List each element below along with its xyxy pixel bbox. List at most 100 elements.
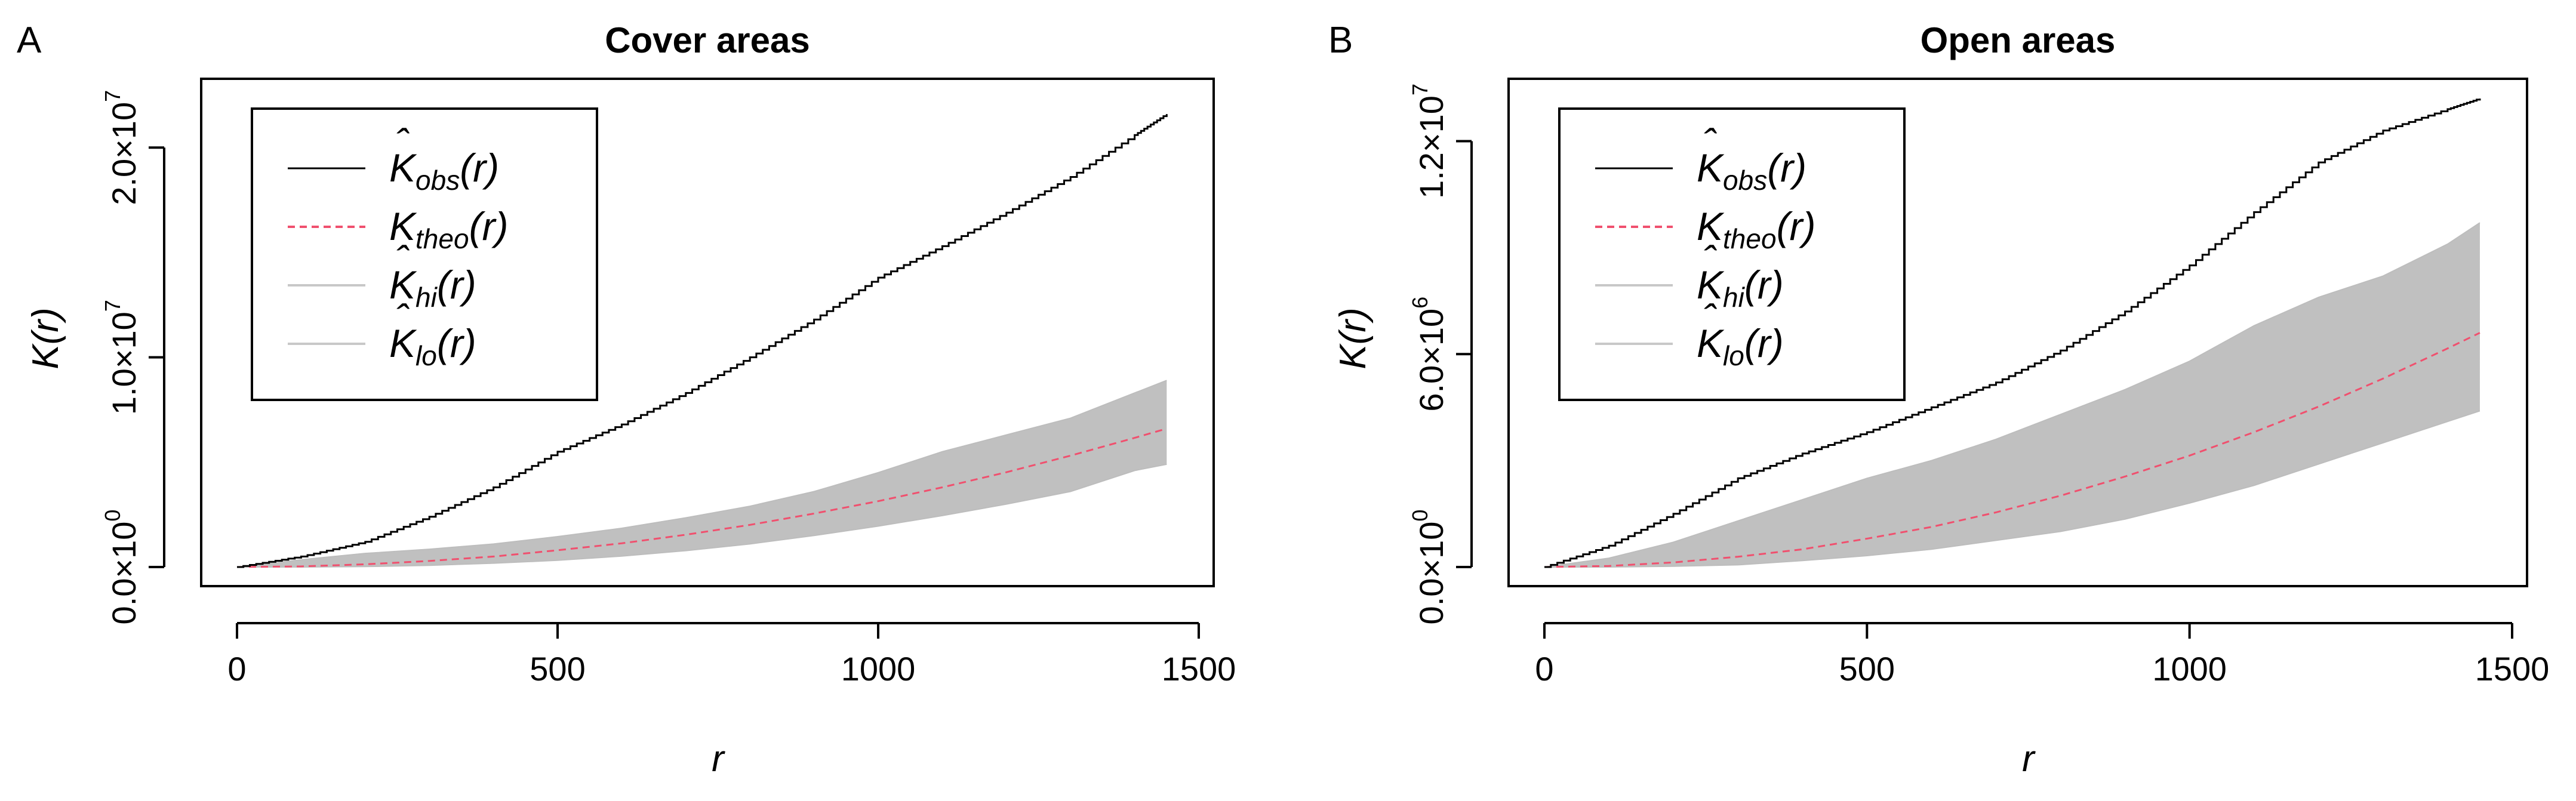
chart-title: Open areas: [1921, 20, 2116, 60]
envelope-band: [237, 380, 1167, 567]
legend-sub: obs: [416, 165, 460, 196]
panel-letter: A: [17, 20, 42, 61]
y-tick-text: 0.0×100: [100, 510, 143, 625]
x-tick-label: 500: [530, 650, 585, 688]
series-k-lo-line: [1544, 410, 2480, 568]
legend-sub: lo: [1723, 340, 1744, 371]
y-tick-text: 1.0×107: [100, 300, 143, 415]
legend-sub: lo: [416, 340, 437, 371]
x-tick-label: 0: [227, 650, 246, 688]
y-axis-label-text: K(r): [25, 307, 66, 369]
legend-base: K: [389, 263, 417, 307]
y-tick-label: 1.0×107: [100, 300, 143, 415]
legend-label-hi: Khi(r): [389, 263, 476, 313]
y-axis-label: K(r): [25, 307, 66, 369]
legend-suffix: (r): [1777, 204, 1816, 248]
y-tick-mantissa: 0.0: [105, 578, 143, 625]
legend-base: K: [389, 146, 417, 190]
series-k-hi-line: [236, 380, 1167, 568]
legend-base: K: [1697, 204, 1725, 248]
y-tick-mantissa: 0.0: [1412, 578, 1450, 625]
y-tick-exponent: 6: [1408, 297, 1432, 309]
x-tick-label: 1500: [1162, 650, 1236, 688]
legend-hat-accent: ˆ: [395, 121, 410, 165]
y-tick-label: 0.0×100: [1408, 510, 1450, 625]
legend-suffix: (r): [469, 204, 509, 248]
y-tick-times: ×10: [105, 102, 143, 159]
legend-sub: hi: [1723, 282, 1746, 313]
y-tick-times: ×10: [1412, 309, 1450, 365]
legend-hat-accent: ˆ: [1703, 238, 1717, 282]
y-tick-mantissa: 1.2: [1412, 152, 1450, 199]
legend-base: K: [1697, 263, 1725, 307]
legend-label-theo: Ktheo(r): [389, 204, 509, 254]
chart-title: Cover areas: [605, 20, 810, 60]
plot-frame: [200, 78, 1215, 587]
plot-frame: [1507, 78, 2528, 587]
y-tick-exponent: 7: [100, 90, 125, 102]
y-tick-mantissa: 6.0: [1412, 365, 1450, 412]
panel-letter: B: [1328, 20, 1353, 61]
y-tick-times: ×10: [1412, 522, 1450, 578]
y-tick-exponent: 7: [1408, 84, 1432, 95]
y-tick-text: 1.2×107: [1408, 84, 1450, 199]
x-tick-label: 1500: [2475, 650, 2550, 688]
x-tick-label: 0: [1535, 650, 1553, 688]
series-k-theo-line: [1544, 332, 2480, 568]
legend-hat-accent: ˆ: [1703, 121, 1717, 165]
y-tick-mantissa: 2.0: [105, 159, 143, 205]
x-tick-label: 1000: [841, 650, 916, 688]
legend-label-obs: Kobs(r): [389, 146, 499, 196]
legend-suffix: (r): [1767, 146, 1806, 190]
legend-box: [1558, 107, 1906, 401]
legend-hat-accent: ˆ: [395, 238, 410, 282]
y-tick-mantissa: 1.0: [105, 368, 143, 415]
series-k-lo-line: [237, 463, 1167, 568]
legend-label-theo: Ktheo(r): [1697, 204, 1816, 254]
envelope-band: [1544, 223, 2480, 567]
y-tick-label: 2.0×107: [100, 90, 143, 205]
y-tick-text: 2.0×107: [100, 90, 143, 205]
y-tick-label: 6.0×106: [1408, 297, 1450, 412]
x-tick-label: 500: [1839, 650, 1895, 688]
y-axis-label-text: K(r): [1332, 307, 1374, 369]
y-tick-text: 6.0×106: [1408, 297, 1450, 412]
series-k-theo-line: [236, 427, 1167, 568]
legend-sub: theo: [416, 223, 469, 254]
legend-suffix: (r): [437, 263, 476, 307]
legend-suffix: (r): [1744, 263, 1784, 307]
series-k-obs-line: [237, 114, 1168, 568]
legend-suffix: (r): [1744, 321, 1784, 365]
legend-base: K: [1697, 146, 1725, 190]
y-tick-times: ×10: [1412, 95, 1450, 152]
y-tick-exponent: 0: [100, 510, 125, 522]
legend-label-lo: Klo(r): [389, 321, 476, 371]
series-k-obs-line: [1544, 98, 2481, 568]
y-tick-times: ×10: [105, 312, 143, 368]
x-axis-label: r: [2022, 738, 2036, 780]
legend-label-hi: Khi(r): [1697, 263, 1784, 313]
legend-label-obs: Kobs(r): [1697, 146, 1806, 196]
y-tick-label: 1.2×107: [1408, 84, 1450, 199]
y-axis-label: K(r): [1332, 307, 1374, 369]
legend-base: K: [389, 204, 417, 248]
y-tick-exponent: 0: [1408, 510, 1432, 522]
legend-label-lo: Klo(r): [1697, 321, 1784, 371]
legend-hat-accent: ˆ: [395, 296, 410, 340]
x-axis-label: r: [712, 738, 725, 780]
legend-box: [251, 107, 598, 401]
legend-base: K: [1697, 321, 1725, 365]
y-tick-times: ×10: [105, 522, 143, 578]
y-tick-label: 0.0×100: [100, 510, 143, 625]
y-tick-text: 0.0×100: [1408, 510, 1450, 625]
legend-base: K: [389, 321, 417, 365]
y-tick-exponent: 7: [100, 300, 125, 312]
legend-suffix: (r): [437, 321, 476, 365]
x-tick-label: 1000: [2152, 650, 2227, 688]
legend-sub: theo: [1723, 223, 1777, 254]
